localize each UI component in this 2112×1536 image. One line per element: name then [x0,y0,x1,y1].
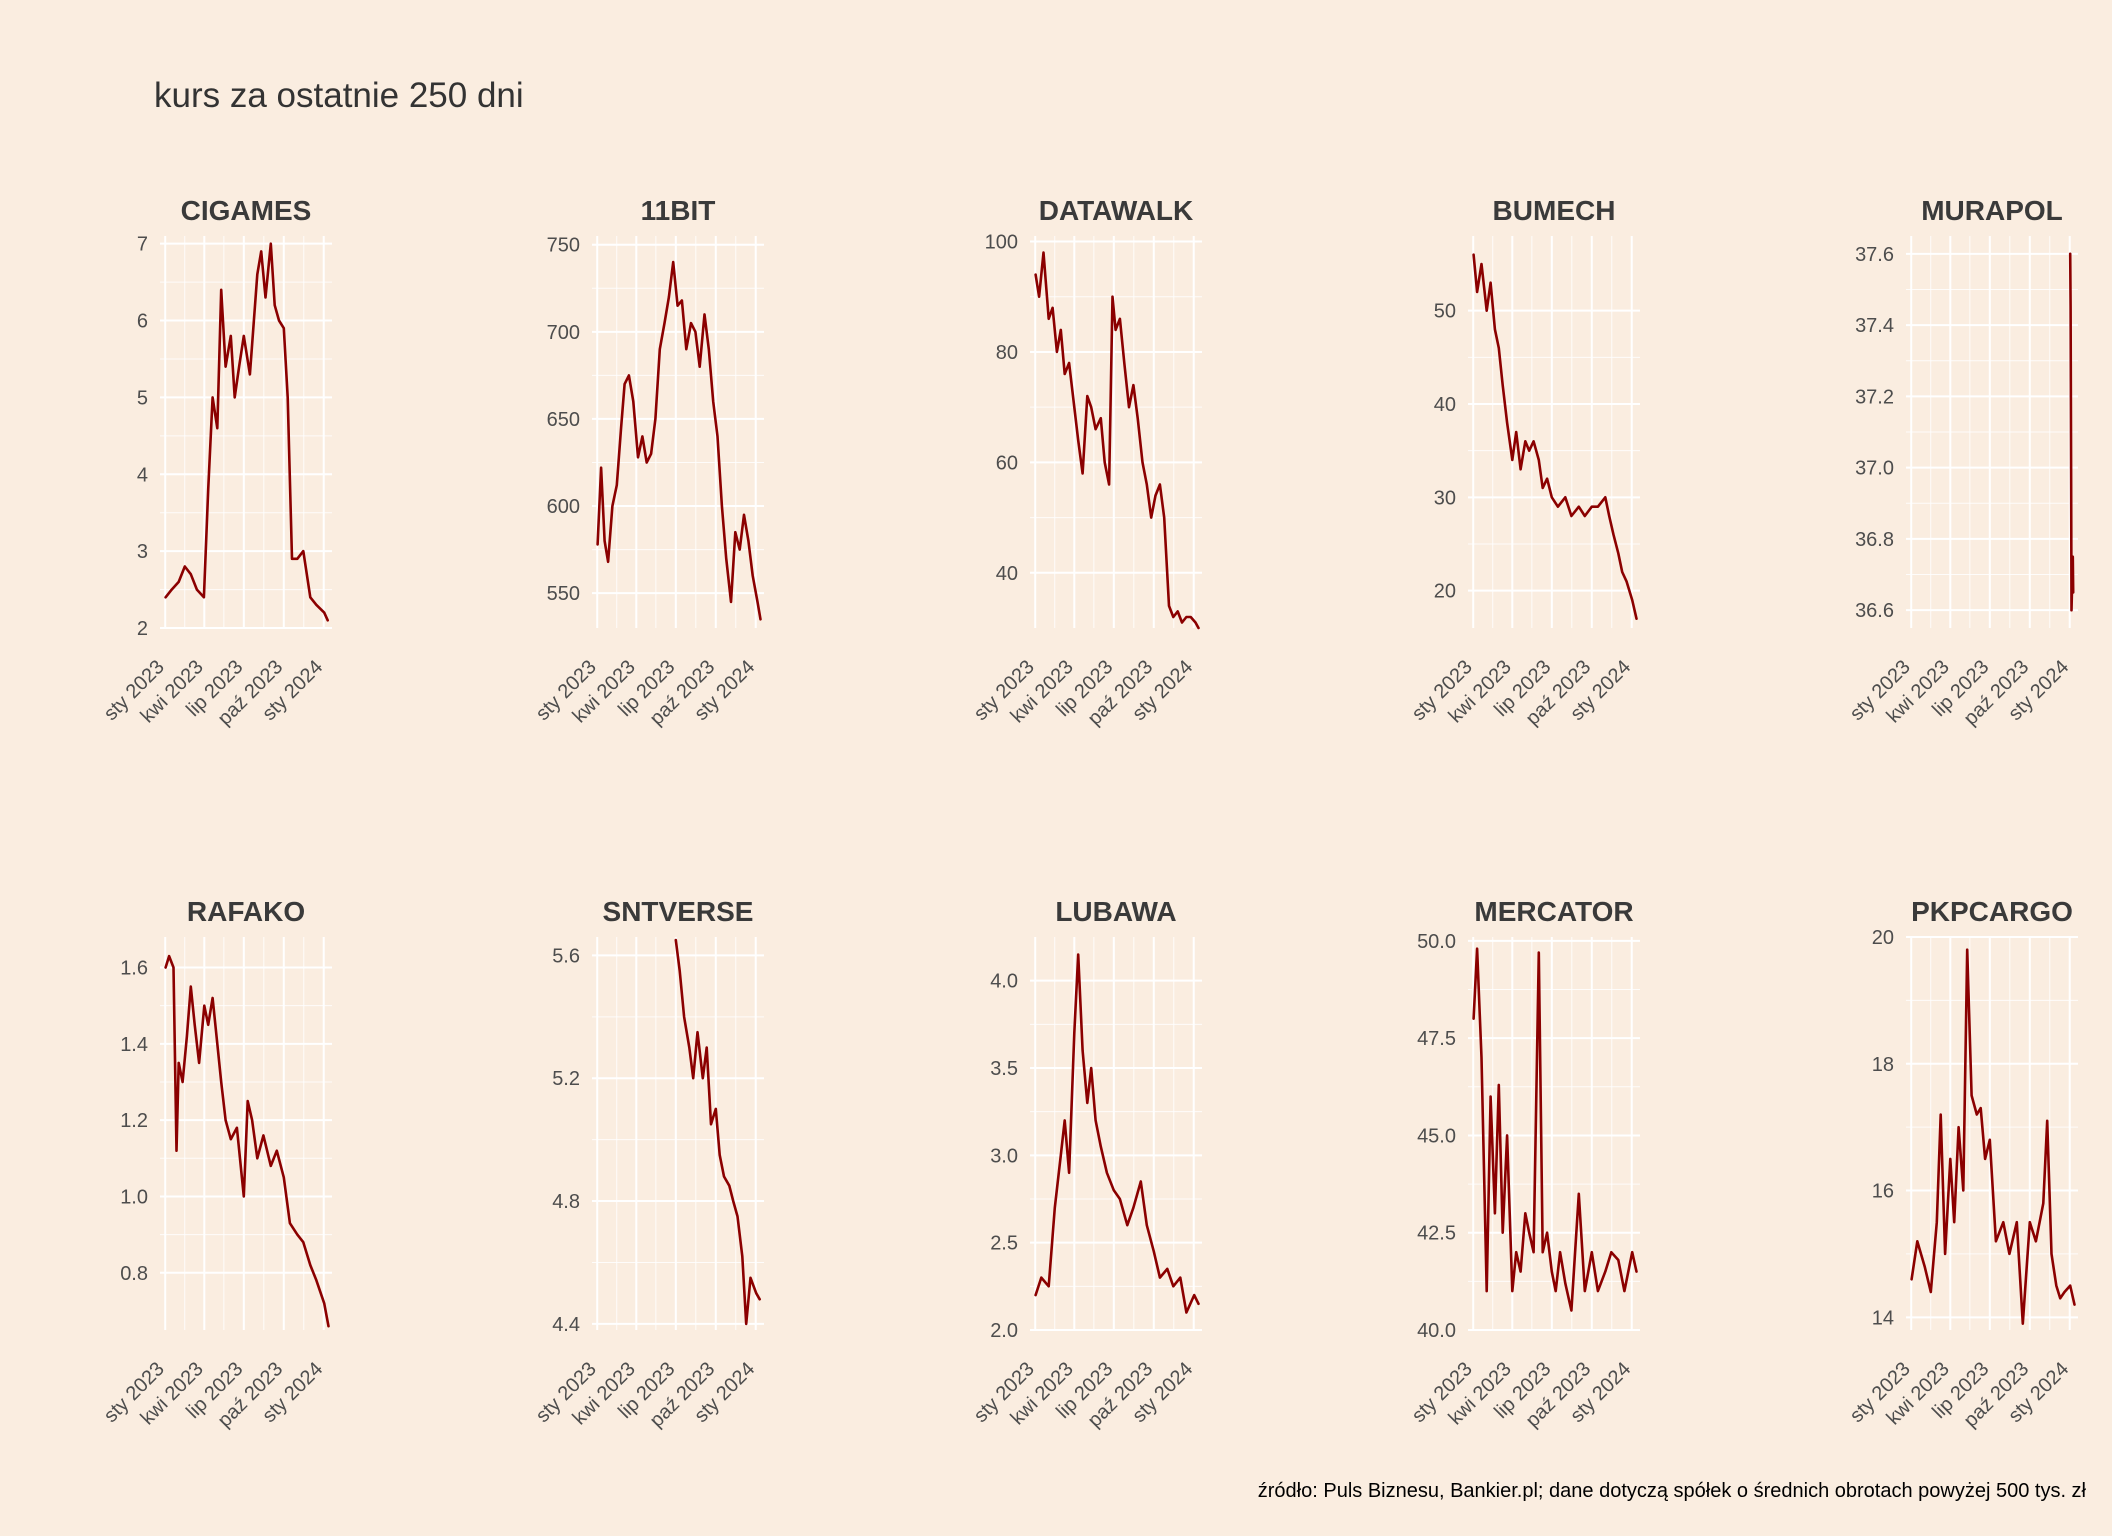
y-tick-label: 37.0 [1855,458,1894,480]
y-tick-label: 600 [547,496,580,518]
chart-title: kurs za ostatnie 250 dni [154,76,524,115]
y-tick-label: 700 [547,322,580,344]
y-tick-label: 50 [1434,301,1456,323]
y-tick-label: 1.2 [120,1110,148,1132]
price-line-sntverse [674,938,762,1326]
y-tick-label: 2 [137,618,148,640]
y-tick-label: 3 [137,541,148,563]
y-tick-label: 1.6 [120,958,148,980]
y-tick-label: 4 [137,464,148,486]
y-tick-label: 2.5 [990,1233,1018,1255]
panel-title: 11BIT [641,195,716,226]
y-tick-label: 2.0 [990,1320,1018,1342]
panel-title: MURAPOL [1921,195,2063,226]
price-line-mercator [1472,947,1638,1312]
y-tick-label: 4.4 [552,1314,580,1336]
y-tick-label: 40 [1434,394,1456,416]
source-caption: źródło: Puls Biznesu, Bankier.pl; dane d… [1257,1480,2086,1502]
y-tick-label: 16 [1872,1181,1894,1203]
y-tick-label: 7 [137,234,148,256]
y-tick-label: 37.6 [1855,244,1894,266]
price-line-bumech [1472,253,1638,621]
y-tick-label: 60 [996,452,1018,474]
y-tick-label: 42.5 [1417,1223,1456,1245]
y-tick-label: 30 [1434,487,1456,509]
y-tick-label: 40.0 [1417,1320,1456,1342]
panel-title: MERCATOR [1474,896,1633,927]
price-line-pkpcargo [1910,948,2076,1325]
y-tick-label: 0.8 [120,1263,148,1285]
y-tick-label: 5 [137,387,148,409]
y-tick-label: 550 [547,583,580,605]
price-line-lubawa [1034,953,1200,1314]
y-tick-label: 4.0 [990,971,1018,993]
y-tick-label: 3.5 [990,1058,1018,1080]
panel-title: DATAWALK [1039,195,1194,226]
panel-title: SNTVERSE [603,896,754,927]
y-tick-label: 5.2 [552,1068,580,1090]
y-tick-label: 37.2 [1855,386,1894,408]
y-tick-label: 1.0 [120,1186,148,1208]
price-line-murapol [2068,252,2075,612]
y-tick-label: 14 [1872,1307,1894,1329]
y-tick-label: 40 [996,563,1018,585]
y-tick-label: 20 [1434,581,1456,603]
y-tick-label: 50.0 [1417,931,1456,953]
y-tick-label: 1.4 [120,1034,148,1056]
y-tick-label: 3.0 [990,1145,1018,1167]
panel-title: PKPCARGO [1911,896,2073,927]
y-tick-label: 47.5 [1417,1028,1456,1050]
y-tick-label: 4.8 [552,1191,580,1213]
y-tick-label: 80 [996,342,1018,364]
price-line-datawalk [1034,251,1200,630]
y-tick-label: 750 [547,235,580,257]
price-line-11bit [596,260,762,621]
panel-title: RAFAKO [187,896,305,927]
y-tick-label: 100 [985,232,1018,254]
y-tick-label: 650 [547,409,580,431]
y-tick-label: 20 [1872,927,1894,949]
y-tick-label: 18 [1872,1054,1894,1076]
y-tick-label: 5.6 [552,945,580,967]
price-line-rafako [164,954,330,1328]
y-tick-label: 36.8 [1855,529,1894,551]
y-tick-label: 37.4 [1855,315,1894,337]
y-tick-label: 36.6 [1855,600,1894,622]
panel-title: LUBAWA [1055,896,1176,927]
panel-title: CIGAMES [181,195,312,226]
panel-title: BUMECH [1493,195,1616,226]
y-tick-label: 6 [137,311,148,333]
price-line-cigames [164,242,330,622]
y-tick-label: 45.0 [1417,1125,1456,1147]
